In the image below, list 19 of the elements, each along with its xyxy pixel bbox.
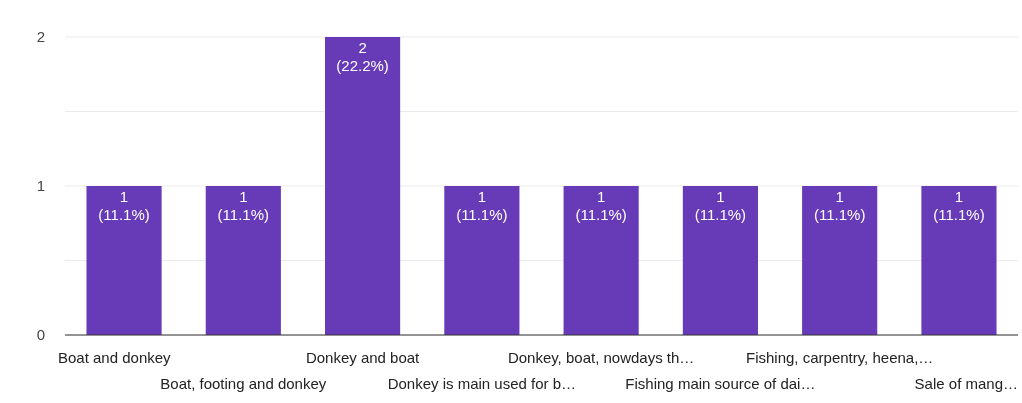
x-tick-label: Fishing main source of dai… bbox=[625, 375, 816, 392]
x-tick-label: Fishing, carpentry, heena,… bbox=[746, 349, 934, 366]
x-tick-label: Donkey and boat bbox=[305, 349, 421, 366]
data-label: 1 (11.1%) bbox=[694, 188, 747, 223]
x-tick-label: Donkey, boat, nowdays th… bbox=[507, 349, 695, 366]
x-tick-label: Boat, footing and donkey bbox=[160, 375, 327, 392]
x-tick-label: Sale of mang… bbox=[914, 375, 1018, 392]
y-tick-label: 0 bbox=[36, 326, 45, 344]
x-tick-label: Boat and donkey bbox=[58, 349, 172, 366]
data-label: 2 (22.2%) bbox=[336, 39, 389, 74]
x-tick-label: Donkey is main used for b… bbox=[387, 375, 577, 392]
y-tick-label: 2 bbox=[36, 28, 45, 46]
data-label: 1 (11.1%) bbox=[456, 188, 508, 223]
data-label: 1 (11.1%) bbox=[575, 188, 627, 223]
data-label: 1 (11.1%) bbox=[217, 188, 270, 223]
y-tick-label: 1 bbox=[36, 177, 45, 195]
data-label: 1 (11.1%) bbox=[98, 188, 150, 223]
data-label: 1 (11.1%) bbox=[813, 188, 866, 223]
data-label: 1 (11.1%) bbox=[933, 188, 985, 223]
